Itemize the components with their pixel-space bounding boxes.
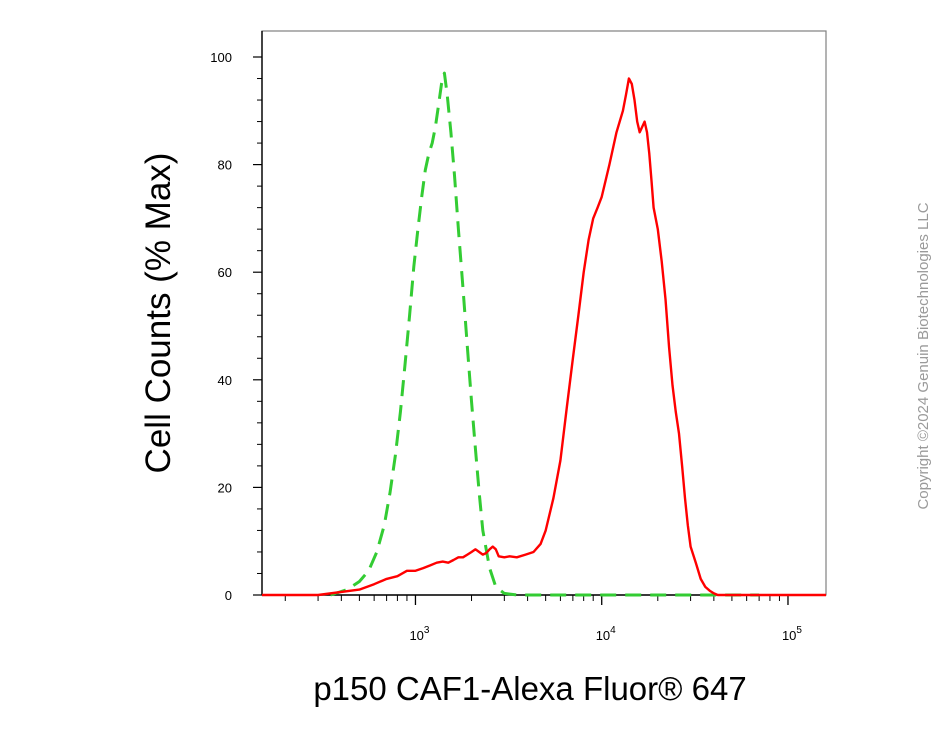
sample-series-line bbox=[262, 77, 826, 597]
x-tick-label: 105 bbox=[782, 625, 802, 643]
y-axis-label: Cell Counts (% Max) bbox=[139, 153, 178, 474]
y-tick-label: 100 bbox=[210, 50, 232, 65]
y-tick-label: 0 bbox=[225, 588, 232, 603]
x-axis-ticks: 103 104 105 bbox=[284, 595, 802, 643]
y-axis-ticks: 0 20 40 60 80 100 bbox=[210, 50, 262, 603]
x-tick-label: 103 bbox=[409, 625, 429, 643]
y-tick-label: 40 bbox=[218, 373, 232, 388]
control-series-line bbox=[330, 71, 760, 597]
x-axis-label: p150 CAF1-Alexa Fluor® 647 bbox=[313, 670, 746, 707]
copyright-watermark: Copyright ©2024 Genuin Biotechnologies L… bbox=[915, 202, 932, 509]
y-tick-label: 60 bbox=[218, 265, 232, 280]
x-tick-label: 104 bbox=[596, 625, 616, 643]
y-tick-label: 80 bbox=[218, 158, 232, 173]
plot-frame bbox=[261, 30, 827, 596]
series-layer bbox=[262, 71, 826, 597]
y-tick-label: 20 bbox=[218, 480, 232, 495]
